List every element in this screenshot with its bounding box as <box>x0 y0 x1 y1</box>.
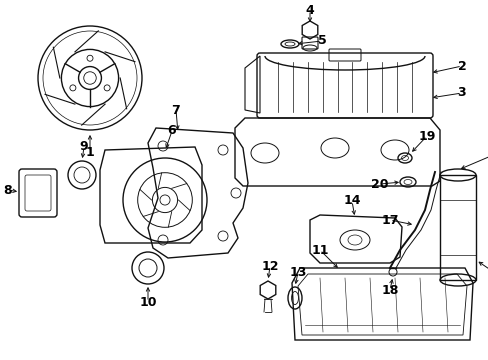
Text: 3: 3 <box>457 86 466 99</box>
Text: 9: 9 <box>80 140 88 153</box>
Text: 5: 5 <box>317 35 325 48</box>
Text: 1: 1 <box>85 145 94 158</box>
Text: 2: 2 <box>457 59 466 72</box>
Text: 13: 13 <box>289 266 306 279</box>
Text: 7: 7 <box>171 104 180 117</box>
Text: 18: 18 <box>381 284 398 297</box>
Text: 19: 19 <box>417 130 435 143</box>
Text: 8: 8 <box>4 184 12 197</box>
Text: 4: 4 <box>305 4 314 17</box>
Text: 17: 17 <box>381 213 398 226</box>
Text: 20: 20 <box>370 177 388 190</box>
Bar <box>439 175 475 280</box>
Text: 10: 10 <box>139 296 157 309</box>
Text: 14: 14 <box>343 194 360 207</box>
Text: 12: 12 <box>261 260 278 273</box>
Text: 11: 11 <box>311 243 328 256</box>
Text: 6: 6 <box>167 125 176 138</box>
